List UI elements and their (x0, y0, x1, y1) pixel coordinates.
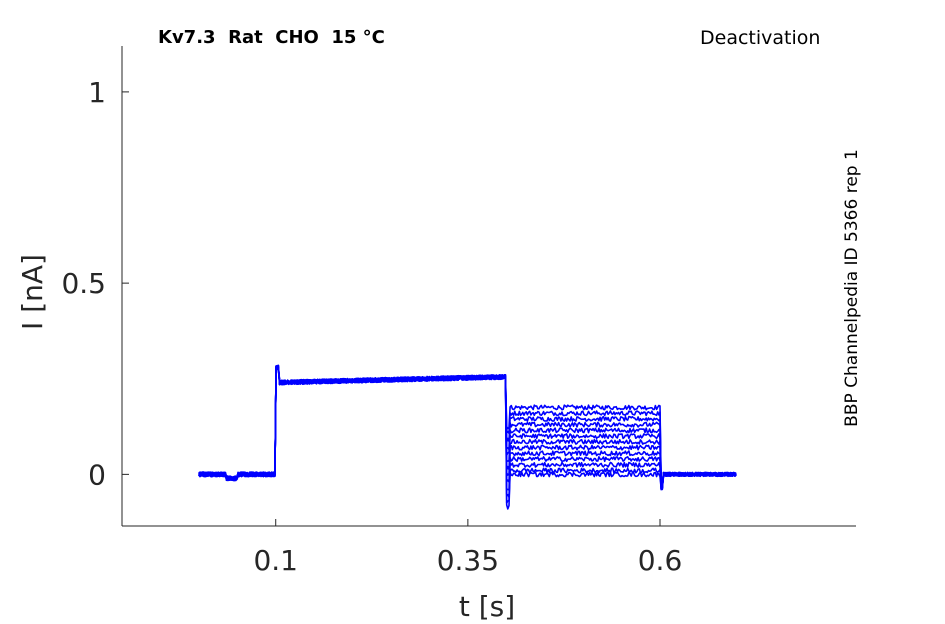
y-tick-label: 1 (88, 76, 106, 109)
ticks: 0.1 0.35 0.6 0 0.5 1 (61, 76, 682, 577)
x-tick-label: 0.1 (253, 544, 298, 577)
chart-title: Kv7.3 Rat CHO 15 °C (158, 27, 385, 48)
current-trace (198, 367, 737, 491)
current-trace (198, 364, 737, 504)
x-tick-label: 0.6 (638, 544, 683, 577)
axes (121, 46, 856, 527)
side-label: BBP Channelpedia ID 5366 rep 1 (842, 149, 862, 427)
traces (198, 364, 737, 510)
x-tick-label: 0.35 (437, 544, 499, 577)
x-axis-label: t [s] (459, 590, 515, 623)
current-trace (198, 366, 737, 510)
y-tick-label: 0.5 (61, 267, 106, 300)
y-tick-label: 0 (88, 458, 106, 491)
protocol-label: Deactivation (700, 27, 821, 49)
y-axis-label: I [nA] (16, 254, 49, 330)
